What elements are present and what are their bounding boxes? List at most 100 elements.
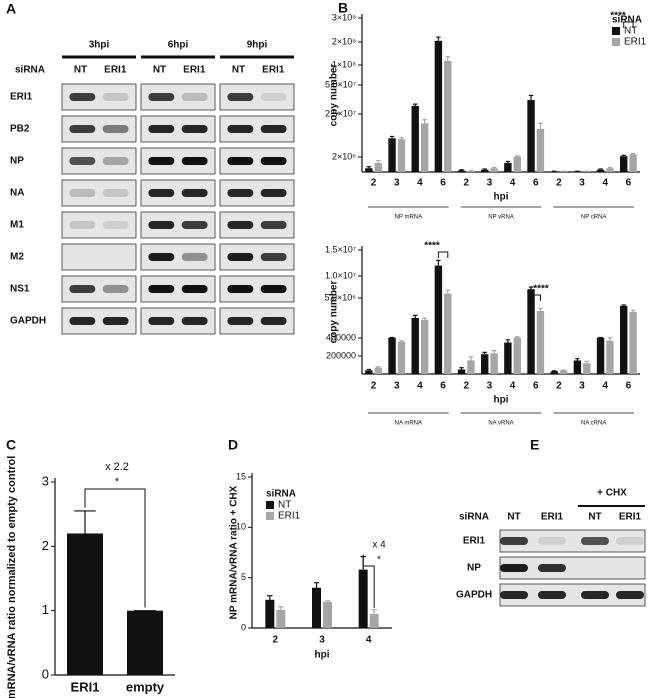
- band: [69, 189, 96, 197]
- error-bar: [607, 166, 613, 169]
- x-tick-label: 4: [510, 381, 516, 392]
- band: [69, 93, 96, 101]
- group-label: NA mRNA: [395, 421, 422, 427]
- bar: [559, 370, 568, 374]
- annotation: ****: [533, 284, 549, 295]
- y-axis-label: copy number: [329, 281, 340, 344]
- y-tick-label: 1.5×10⁷: [325, 244, 356, 254]
- x-tick-label: 3: [487, 178, 493, 189]
- significance-bracket: [530, 294, 541, 301]
- legend-swatch: [612, 27, 620, 35]
- significance-bracket: [437, 251, 449, 258]
- error-bar: [278, 606, 284, 610]
- error-bar: [399, 137, 404, 140]
- blot-box: [61, 179, 137, 207]
- bar: [457, 369, 466, 374]
- x-tick-label: ERI1: [71, 679, 100, 694]
- x-tick-label: 4: [602, 381, 608, 392]
- bar: [411, 318, 419, 374]
- error-bar: [468, 356, 474, 361]
- protein-label: GAPDH: [456, 590, 492, 601]
- bar: [606, 168, 614, 172]
- bar: [583, 363, 591, 374]
- bar: [365, 168, 373, 172]
- error-bar: [436, 36, 441, 41]
- significance-bracket: [362, 554, 375, 608]
- bar: [596, 169, 605, 172]
- annotation: x 2.2: [105, 461, 129, 473]
- error-bar: [389, 135, 395, 139]
- protein-label: M2: [10, 252, 24, 263]
- y-tick-label: 200000: [326, 350, 356, 360]
- band: [260, 285, 287, 293]
- y-tick-label: 0: [42, 666, 49, 681]
- band: [102, 221, 129, 229]
- bar: [550, 371, 558, 374]
- error-bar: [436, 259, 441, 266]
- bar: [434, 40, 443, 172]
- band: [69, 221, 96, 229]
- band: [500, 537, 528, 545]
- band: [148, 317, 175, 325]
- y-tick-label: 1.0×10⁷: [325, 270, 356, 280]
- panel-label: A: [6, 1, 16, 17]
- error-bar: [482, 351, 487, 355]
- x-tick-label: 6: [626, 381, 632, 392]
- x-tick-label: 4: [602, 178, 608, 189]
- lane-label: NT: [74, 65, 87, 76]
- annotation: x 4: [372, 540, 386, 551]
- panel-label: C: [6, 437, 16, 453]
- protein-label: M1: [10, 220, 24, 231]
- bar: [420, 319, 429, 374]
- error-bar: [621, 154, 626, 157]
- band: [538, 591, 566, 599]
- bar: [504, 342, 512, 374]
- lane-label: NT: [232, 65, 245, 76]
- y-tick-label: 5.0×10⁶: [325, 292, 357, 302]
- error-bar: [412, 103, 418, 106]
- band: [181, 189, 208, 197]
- x-axis-label: hpi: [315, 650, 330, 661]
- bar: [265, 599, 275, 628]
- bar: [444, 60, 452, 172]
- protein-label: NS1: [10, 284, 30, 295]
- bar: [620, 305, 628, 374]
- annotation: ****: [610, 11, 626, 22]
- band: [260, 125, 287, 133]
- y-tick-label: 2.5×10⁷: [325, 108, 356, 118]
- error-bar: [630, 152, 636, 155]
- bar: [388, 337, 396, 374]
- protein-label: NP: [467, 563, 481, 574]
- band: [148, 285, 175, 293]
- bar: [504, 163, 512, 172]
- x-tick-label: 4: [366, 635, 372, 646]
- error-bar: [74, 510, 96, 534]
- y-tick-label: 400000: [326, 332, 356, 342]
- legend-label: NT: [278, 500, 291, 511]
- bar: [467, 360, 475, 374]
- legend-swatch: [266, 501, 274, 509]
- x-tick-label: empty: [126, 679, 165, 694]
- error-bar: [313, 582, 320, 588]
- bar: [527, 100, 535, 172]
- legend-title: siRNA: [266, 489, 296, 500]
- annotation: *: [115, 476, 120, 488]
- bar: [127, 610, 163, 675]
- x-axis-label: hpi: [494, 395, 509, 406]
- x-tick-label: 3: [394, 381, 400, 392]
- x-tick-label: 4: [510, 178, 516, 189]
- bar: [444, 293, 452, 374]
- y-tick-label: 5: [241, 572, 246, 582]
- y-tick-label: 3×10⁸: [332, 12, 356, 22]
- bar: [397, 341, 406, 374]
- error-bar: [371, 609, 377, 614]
- bar: [457, 170, 466, 172]
- band: [260, 189, 287, 197]
- bar: [536, 128, 545, 172]
- band: [500, 591, 528, 599]
- blot-box: [61, 211, 137, 239]
- band: [69, 317, 96, 325]
- group-label: NP vRNA: [488, 215, 514, 221]
- annotation: *: [377, 555, 381, 566]
